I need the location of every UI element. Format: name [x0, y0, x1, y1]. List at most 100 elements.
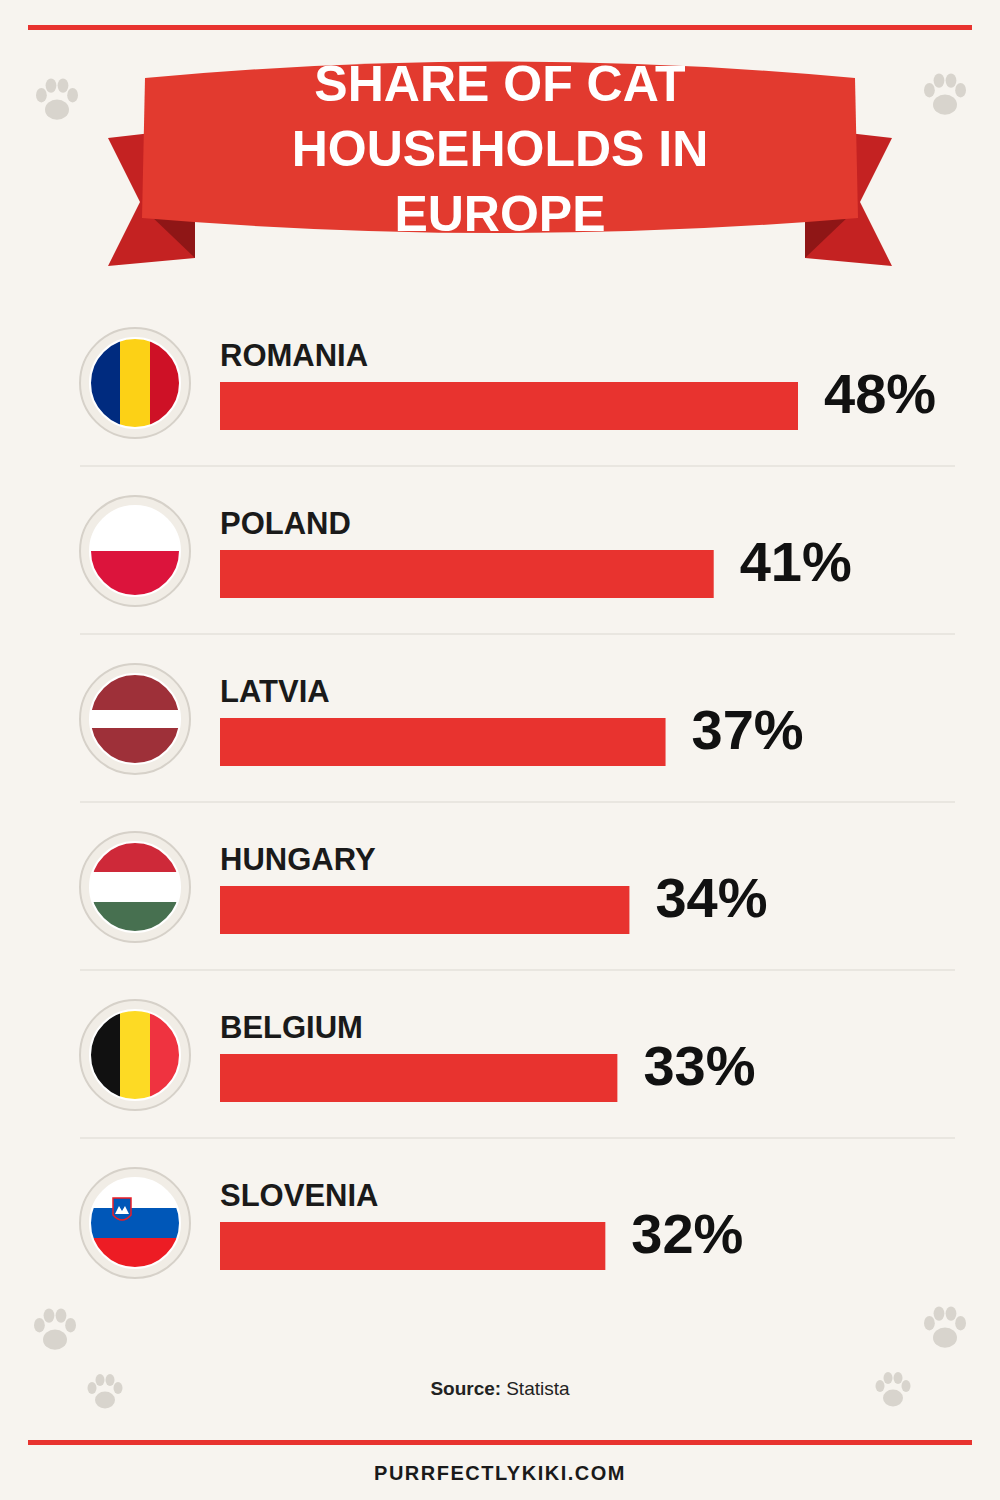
paw-toe [114, 1382, 123, 1394]
bar [220, 1222, 605, 1270]
paw-print [924, 73, 966, 114]
paw-toe [44, 1308, 55, 1322]
source-name: Statista [506, 1378, 570, 1399]
paw-pad [883, 1390, 903, 1407]
paw-toe [955, 1316, 966, 1330]
source-label: Source: [430, 1378, 501, 1399]
flag-stripe [90, 1208, 180, 1239]
paw-toe [946, 73, 957, 87]
bar [220, 718, 666, 766]
flag [90, 506, 180, 597]
paw-toe [46, 78, 57, 92]
paw-print [876, 1372, 911, 1407]
flag [90, 842, 180, 933]
bar [220, 382, 798, 430]
infographic: SHARE OF CAT HOUSEHOLDS IN EUROPE ROMANIA 48… [0, 0, 1000, 1500]
category-label: SLOVENIA [220, 1178, 378, 1213]
footer: PURRFECTLYKIKI.COM [374, 1462, 626, 1484]
paw-toe [96, 1374, 105, 1386]
data-label: 34% [655, 866, 767, 929]
flag-stripe [90, 506, 180, 552]
paw-print [34, 1308, 76, 1349]
paw-toe [58, 78, 69, 92]
flag-stripe [90, 842, 180, 873]
flag-stripe [150, 338, 181, 428]
flag-stripe [90, 674, 180, 711]
flag-edge [90, 338, 180, 428]
flag-stripe [90, 1178, 180, 1209]
paw-toe [884, 1372, 893, 1384]
flag-stripe [90, 728, 180, 765]
paw-toe [946, 1306, 957, 1320]
paw-pad [95, 1392, 115, 1409]
paw-print [924, 1306, 966, 1347]
title-line: SHARE OF CAT [314, 56, 685, 112]
row-separator [80, 801, 955, 802]
flag-edge [90, 674, 180, 764]
flag-ring [80, 664, 190, 774]
title-line: EUROPE [394, 186, 605, 242]
paw-toe [88, 1382, 97, 1394]
chart-title: SHARE OF CAT HOUSEHOLDS IN EUROPE [292, 56, 709, 242]
paw-pad [933, 94, 957, 114]
flag [90, 1178, 180, 1269]
bar [220, 886, 629, 934]
labels: ROMANIA 48% POLAND 41% LATVIA 37% HUNGARY 34% BE… [220, 338, 936, 1265]
flag-stripe [90, 872, 180, 903]
data-label: 37% [692, 698, 804, 761]
paw-toe [955, 83, 966, 97]
flag-shield [113, 1198, 131, 1220]
flag-stripe [150, 1010, 181, 1100]
flag-stripe [90, 1238, 180, 1269]
paw-pad [45, 99, 69, 119]
category-label: BELGIUM [220, 1010, 363, 1045]
flag-stripe [90, 1010, 121, 1100]
bar [220, 550, 714, 598]
flag-stripe [90, 338, 121, 428]
data-label: 41% [740, 530, 852, 593]
flag-stripe [90, 710, 180, 729]
paw-toe [902, 1380, 911, 1392]
paw-toe [894, 1372, 903, 1384]
paw-toe [924, 1316, 935, 1330]
flag-ring [80, 496, 190, 606]
source: Source:Statista [430, 1378, 570, 1399]
paw-toe [36, 88, 47, 102]
paw-toe [34, 1318, 45, 1332]
flag-edge [90, 842, 180, 932]
paw-toe [876, 1380, 885, 1392]
flag-stripe [90, 551, 180, 597]
bars [220, 382, 798, 1270]
data-label: 33% [643, 1034, 755, 1097]
flag-stripe [90, 902, 180, 933]
paw-toe [934, 1306, 945, 1320]
paw-pad [933, 1327, 957, 1347]
flag [90, 338, 181, 428]
paw-toe [67, 88, 78, 102]
data-label: 32% [631, 1202, 743, 1265]
flag-ring [80, 832, 190, 942]
category-label: LATVIA [220, 674, 330, 709]
flag-edge [90, 1178, 180, 1268]
row-separator [80, 969, 955, 970]
paw-print [36, 78, 78, 119]
paw-toe [56, 1308, 67, 1322]
top-rule [28, 25, 972, 30]
category-label: POLAND [220, 506, 351, 541]
flag-stripe [120, 338, 151, 428]
flag-ring [80, 1168, 190, 1278]
paw-toe [106, 1374, 115, 1386]
flag-ring [80, 328, 190, 438]
row-separator [80, 633, 955, 634]
flag [90, 674, 180, 765]
paw-toe [924, 83, 935, 97]
paw-toe [934, 73, 945, 87]
title-line: HOUSEHOLDS IN [292, 121, 709, 177]
flag-edge [90, 1010, 180, 1100]
flag-stripe [120, 1010, 151, 1100]
category-label: ROMANIA [220, 338, 368, 373]
category-label: HUNGARY [220, 842, 376, 877]
data-label: 48% [824, 362, 936, 425]
row-separator [80, 465, 955, 466]
flag-ring [80, 1000, 190, 1110]
